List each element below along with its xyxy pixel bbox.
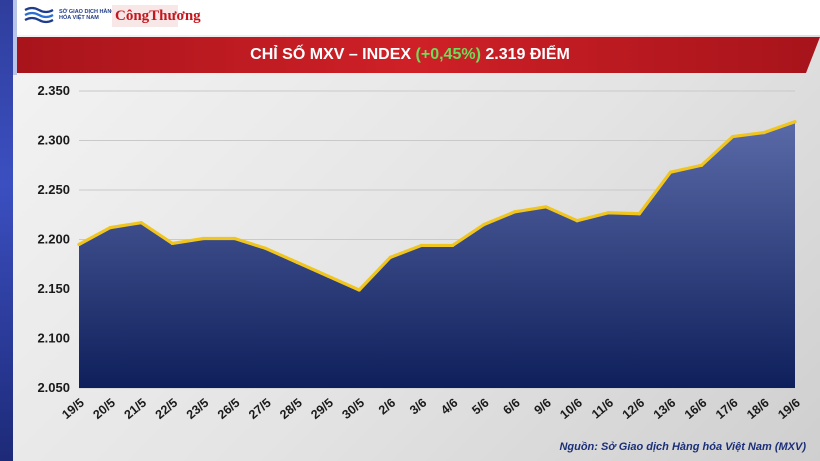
data-point <box>357 288 361 292</box>
x-tick-label: 5/6 <box>469 396 491 418</box>
x-tick-label: 10/6 <box>557 396 585 422</box>
data-point <box>295 260 299 264</box>
x-tick-label: 6/6 <box>500 396 522 418</box>
title-prefix: CHỈ SỐ MXV – INDEX <box>250 46 416 63</box>
x-tick-label: 12/6 <box>620 396 648 422</box>
data-point <box>793 120 797 124</box>
data-point <box>606 211 610 215</box>
data-point <box>762 130 766 135</box>
data-point <box>264 246 268 251</box>
chart-title: CHỈ SỐ MXV – INDEX (+0,45%) 2.319 ĐIỂM <box>0 46 820 64</box>
x-tick-label: 21/5 <box>122 396 150 422</box>
x-tick-label: 2/6 <box>376 396 398 418</box>
data-point <box>77 242 81 247</box>
congthuong-logo: CôngThương <box>112 5 201 27</box>
x-tick-label: 29/5 <box>308 396 336 422</box>
x-tick-label: 9/6 <box>532 396 554 418</box>
source-note: Nguồn: Sở Giao dịch Hàng hóa Việt Nam (M… <box>559 441 806 453</box>
x-tick-label: 19/6 <box>775 396 803 422</box>
data-point <box>201 236 206 241</box>
data-point <box>450 243 455 248</box>
y-tick-label: 2.250 <box>37 182 70 197</box>
data-point <box>108 226 112 230</box>
data-point <box>575 219 579 223</box>
x-tick-label: 30/5 <box>339 396 367 422</box>
x-tick-label: 4/6 <box>438 396 460 418</box>
x-tick-label: 11/6 <box>589 396 616 422</box>
y-tick-label: 2.150 <box>37 281 70 296</box>
x-tick-label: 13/6 <box>651 396 679 422</box>
mxv-logo: SỞ GIAO DỊCH HÀNG HÓA VIỆT NAM <box>24 6 121 24</box>
data-point <box>637 212 641 216</box>
mxv-wave-icon <box>24 6 54 24</box>
mxv-logo-text: SỞ GIAO DỊCH HÀNG HÓA VIỆT NAM <box>59 9 116 21</box>
x-tick-label: 16/6 <box>682 396 710 422</box>
y-tick-label: 2.300 <box>37 133 70 148</box>
left-accent-stripe <box>13 0 17 75</box>
data-point <box>139 221 143 225</box>
x-tick-label: 20/5 <box>90 396 118 422</box>
y-tick-label: 2.100 <box>37 331 70 346</box>
title-banner <box>17 37 806 73</box>
data-point <box>731 134 735 139</box>
y-tick-label: 2.350 <box>37 83 70 98</box>
data-point <box>419 243 424 248</box>
y-tick-label: 2.050 <box>37 380 70 395</box>
x-tick-label: 27/5 <box>246 396 274 422</box>
y-tick-label: 2.200 <box>37 232 70 247</box>
data-point <box>233 236 237 241</box>
x-tick-label: 23/5 <box>184 396 212 422</box>
data-point <box>170 241 174 246</box>
title-suffix: 2.319 ĐIỂM <box>480 46 570 63</box>
x-tick-label: 18/6 <box>744 396 772 422</box>
x-tick-label: 26/5 <box>215 396 243 422</box>
x-tick-label: 19/5 <box>59 396 87 422</box>
x-tick-label: 22/5 <box>153 396 181 422</box>
data-point <box>482 223 486 227</box>
title-banner-tail <box>806 37 820 73</box>
left-accent-bar <box>0 0 13 461</box>
index-area-fill <box>79 121 795 388</box>
data-point <box>513 210 517 214</box>
data-point <box>700 163 704 167</box>
title-change-percent: (+0,45%) <box>415 46 481 63</box>
x-tick-label: 17/6 <box>713 396 741 422</box>
x-tick-label: 3/6 <box>407 396 429 418</box>
data-point <box>388 255 392 259</box>
data-point <box>668 170 673 174</box>
data-point <box>326 274 330 278</box>
data-point <box>544 205 548 209</box>
x-tick-label: 28/5 <box>277 396 305 422</box>
index-line <box>78 120 796 292</box>
